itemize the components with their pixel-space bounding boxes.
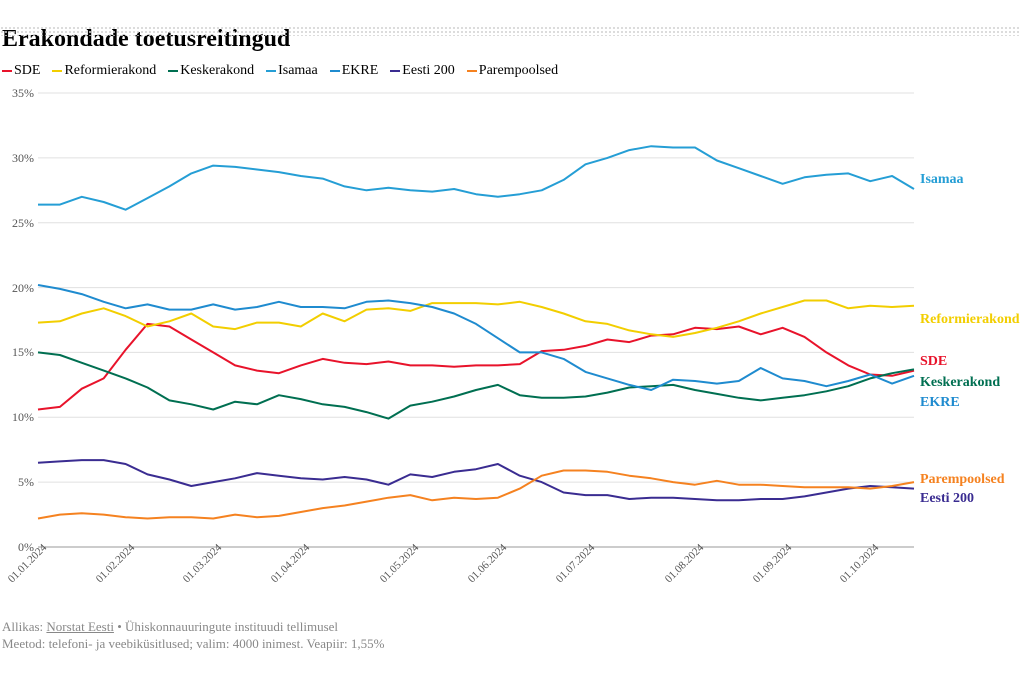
y-tick-label: 15% (4, 345, 34, 360)
chart-legend: SDE Reformierakond Keskerakond Isamaa EKRE Ee… (0, 63, 1020, 79)
footer-source-prefix: Allikas: (2, 619, 46, 634)
chart-svg (2, 87, 1018, 557)
series-label-ekre: EKRE (920, 395, 960, 411)
series-label-sde: SDE (920, 354, 947, 370)
chart-area: 0%5%10%15%20%25%30%35%01.01.202401.02.20… (2, 87, 1018, 557)
series-label-parempoolsed: Parempoolsed (920, 472, 1005, 488)
legend-label: Keskerakond (180, 63, 254, 79)
series-label-keskerakond: Keskerakond (920, 375, 1000, 391)
series-line-isamaa (38, 146, 914, 210)
legend-item-keskerakond: Keskerakond (168, 63, 254, 79)
legend-item-reformierakond: Reformierakond (52, 63, 156, 79)
legend-swatch (390, 70, 400, 72)
legend-swatch (266, 70, 276, 72)
y-tick-label: 5% (4, 475, 34, 490)
chart-footer: Allikas: Norstat Eesti • Ühiskonnauuring… (0, 619, 1020, 653)
series-line-eesti200 (38, 460, 914, 500)
legend-label: SDE (14, 63, 40, 79)
legend-swatch (2, 70, 12, 72)
legend-item-ekre: EKRE (330, 63, 379, 79)
series-label-isamaa: Isamaa (920, 172, 964, 188)
legend-item-sde: SDE (2, 63, 40, 79)
y-tick-label: 20% (4, 281, 34, 296)
series-line-parempoolsed (38, 471, 914, 519)
legend-swatch (467, 70, 477, 72)
page-header-texture (0, 26, 1020, 36)
y-tick-label: 30% (4, 151, 34, 166)
series-label-reformierakond: Reformierakond (920, 312, 1020, 328)
footer-source-link[interactable]: Norstat Eesti (46, 619, 114, 634)
y-tick-label: 35% (4, 86, 34, 101)
y-tick-label: 10% (4, 410, 34, 425)
legend-label: Isamaa (278, 63, 318, 79)
series-line-reformierakond (38, 301, 914, 337)
series-label-eesti200: Eesti 200 (920, 491, 974, 507)
legend-label: Eesti 200 (402, 63, 455, 79)
series-line-sde (38, 324, 914, 410)
legend-swatch (52, 70, 62, 72)
series-line-keskerakond (38, 352, 914, 418)
legend-label: EKRE (342, 63, 379, 79)
legend-item-isamaa: Isamaa (266, 63, 318, 79)
legend-swatch (168, 70, 178, 72)
footer-method: Meetod: telefoni- ja veebiküsitlused; va… (2, 636, 1020, 653)
legend-label: Parempoolsed (479, 63, 558, 79)
y-tick-label: 25% (4, 216, 34, 231)
legend-label: Reformierakond (64, 63, 156, 79)
legend-item-eesti200: Eesti 200 (390, 63, 455, 79)
footer-source-suffix: • Ühiskonnauuringute instituudi tellimus… (114, 619, 338, 634)
legend-swatch (330, 70, 340, 72)
legend-item-parempoolsed: Parempoolsed (467, 63, 558, 79)
series-line-ekre (38, 285, 914, 390)
